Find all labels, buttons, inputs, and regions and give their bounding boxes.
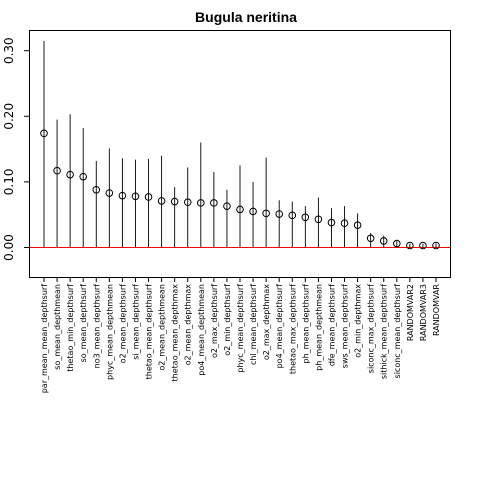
plot-area: [30, 40, 450, 250]
data-point: [40, 129, 48, 138]
x-tick-label: par_mean_mean_depthsurf: [40, 284, 49, 393]
x-axis: par_mean_mean_depthsurf so_mean_depthmean…: [40, 277, 441, 393]
x-tick-label: dfe_mean_depthsurf: [327, 284, 336, 366]
data-point: [379, 237, 388, 245]
x-tick-label: phyc_mean_depthmean: [105, 284, 114, 380]
data-point: [66, 170, 74, 179]
x-tick-label: thetao_mean_depthmax: [171, 284, 180, 382]
x-tick-label: phyc_mean_depthsurf: [236, 284, 245, 373]
data-point: [301, 213, 310, 222]
x-tick-label: po4_mean_depthmean: [197, 284, 206, 376]
x-tick-label: o2_min_depthsurf: [223, 284, 232, 356]
data-point: [170, 197, 179, 206]
x-tick-label: so_mean_depthmean: [53, 284, 62, 370]
data-point: [197, 199, 205, 207]
data-point: [92, 185, 101, 194]
data-point: [419, 241, 427, 250]
x-tick-label: sithick_mean_depthsurf: [380, 284, 389, 379]
x-tick-label: o2_mean_depthmax: [184, 284, 193, 366]
data-point: [366, 234, 375, 243]
data-point: [406, 241, 414, 250]
chart-title: Bugula neritina: [195, 9, 297, 25]
data-point: [288, 211, 297, 220]
data-point: [53, 166, 61, 175]
data-point: [157, 197, 166, 205]
x-tick-label: thetao_mean_depthsurf: [145, 284, 154, 380]
x-tick-label: siconc_mean_depthsurf: [393, 284, 402, 379]
x-tick-label: ph_mean_depthmean: [314, 284, 323, 371]
data-point: [210, 199, 218, 207]
y-tick-label: 0.10: [2, 169, 16, 196]
data-point: [393, 239, 401, 248]
data-point: [144, 193, 153, 201]
data-point: [236, 205, 244, 214]
x-tick-label: RANDOMVAR2: [406, 284, 415, 341]
data-point: [79, 172, 87, 181]
data-point: [340, 219, 349, 228]
x-tick-label: RANDOMVAR: [432, 284, 441, 336]
data-point: [183, 198, 192, 207]
data-point: [327, 218, 336, 227]
x-tick-label: o2_max_depthsurf: [210, 284, 219, 358]
x-tick-label: so_mean_depthsurf: [79, 284, 88, 363]
plot-frame: [29, 30, 451, 278]
data-point: [105, 189, 114, 197]
x-tick-label: thetao_max_depthsurf: [288, 284, 297, 374]
x-tick-label: siconc_max_depthsurf: [367, 284, 376, 373]
x-tick-label: ph_mean_depthsurf: [301, 284, 310, 364]
x-tick-label: chl_mean_depthsurf: [249, 284, 258, 365]
data-point: [249, 207, 257, 216]
data-point: [314, 215, 323, 224]
x-tick-label: sws_mean_depthsurf: [341, 284, 350, 368]
data-point: [353, 221, 362, 229]
data-point: [131, 192, 140, 201]
y-axis: 0.00 0.10 0.20 0.30: [2, 37, 30, 261]
x-tick-label: o2_mean_depthsurf: [118, 284, 127, 363]
x-tick-label: no3_mean_depthsurf: [92, 284, 101, 369]
y-tick-label: 0.00: [2, 234, 16, 261]
data-point: [118, 191, 127, 200]
x-tick-label: o2_max_depthmax: [262, 284, 271, 360]
x-tick-label: thetao_min_depthsurf: [66, 284, 75, 372]
x-tick-label: o2_min_depthmax: [354, 284, 363, 358]
x-tick-label: RANDOMVAR3: [419, 284, 428, 341]
data-point: [223, 202, 231, 210]
y-tick-label: 0.20: [2, 103, 16, 130]
data-point: [275, 210, 284, 218]
data-point: [432, 241, 440, 250]
x-tick-label: po4_mean_depthsurf: [275, 284, 284, 369]
x-tick-label: si_mean_depthsurf: [131, 284, 140, 360]
y-tick-label: 0.30: [2, 37, 16, 64]
data-point: [262, 209, 270, 218]
x-tick-label: o2_mean_depthmean: [158, 284, 167, 371]
